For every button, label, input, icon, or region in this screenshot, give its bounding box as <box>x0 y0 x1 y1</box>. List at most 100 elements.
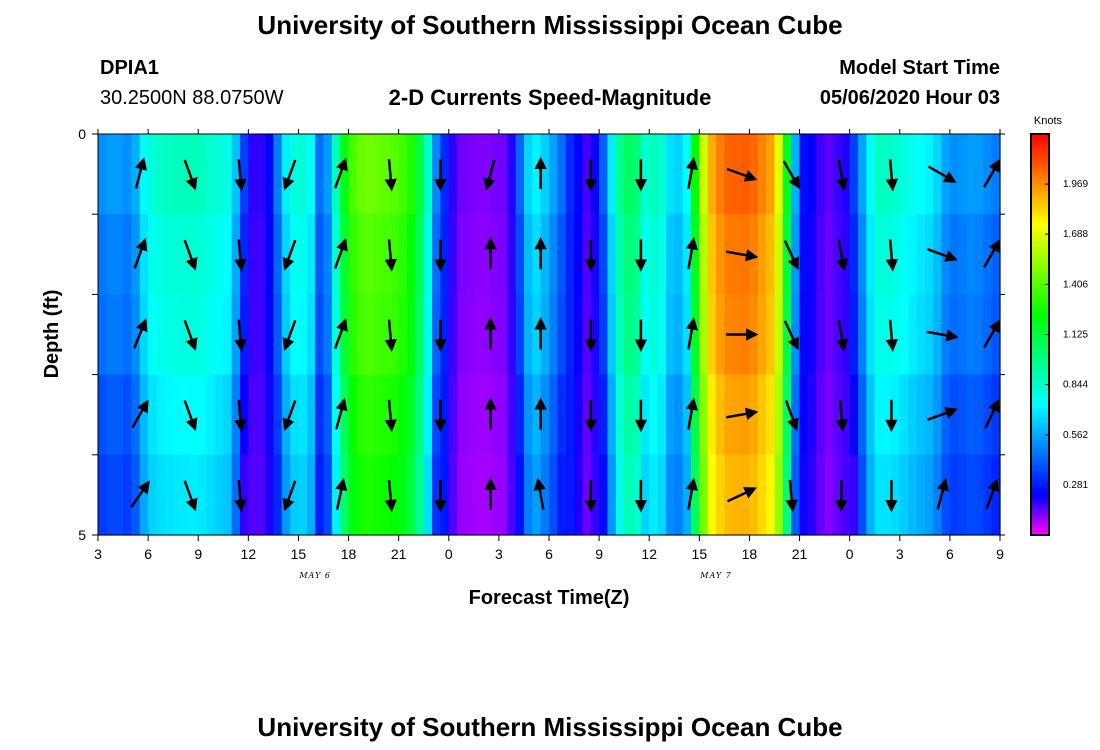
colorbar-segment <box>1031 314 1049 319</box>
colorbar-segment <box>1031 220 1049 225</box>
current-arrow <box>983 319 1001 349</box>
heatmap-cell <box>757 294 767 376</box>
colorbar-segment <box>1031 177 1049 182</box>
colorbar-segment <box>1031 367 1049 372</box>
current-arrow <box>685 397 699 430</box>
heatmap-cell <box>490 214 500 295</box>
heatmap-cell <box>607 214 617 295</box>
heatmap-cell <box>415 294 425 376</box>
heatmap-cell <box>181 214 191 295</box>
current-arrow <box>333 237 348 269</box>
heatmap-cell <box>866 454 876 536</box>
heatmap-cell <box>114 454 124 536</box>
heatmap-cell <box>331 214 341 295</box>
heatmap-cell <box>123 374 133 456</box>
heatmap-cell <box>632 374 642 456</box>
heatmap-cell <box>665 214 675 295</box>
current-arrow <box>282 319 297 351</box>
colorbar-segment <box>1031 494 1049 499</box>
heatmap-cell <box>398 294 408 376</box>
heatmap-cell <box>131 214 141 295</box>
heatmap-cell <box>231 454 241 536</box>
heatmap-cell <box>582 214 592 295</box>
station-location: 30.2500N 88.0750W <box>100 87 284 109</box>
colorbar-segment <box>1031 244 1049 249</box>
colorbar-segment <box>1031 514 1049 519</box>
heatmap-cell <box>181 454 191 536</box>
heatmap-cell <box>515 294 525 376</box>
current-arrow <box>885 159 899 192</box>
current-arrow <box>183 319 198 351</box>
colorbar-segment <box>1031 374 1049 379</box>
heatmap-cell <box>883 134 893 215</box>
heatmap-cell <box>908 294 918 376</box>
colorbar-segment <box>1031 150 1049 155</box>
heatmap-cell <box>356 214 366 295</box>
heatmap-cell <box>131 454 141 536</box>
colorbar-segment <box>1031 167 1049 172</box>
heatmap-cell <box>273 214 283 295</box>
model-start-value: 05/06/2020 Hour 03 <box>819 87 1000 109</box>
colorbar-segment <box>1031 140 1049 145</box>
heatmap-cell <box>540 294 550 376</box>
heatmap-cell <box>189 454 199 536</box>
heatmap-cell <box>173 134 183 215</box>
heatmap-cell <box>498 294 508 376</box>
heatmap-cell <box>432 294 442 376</box>
heatmap-cell <box>348 294 358 376</box>
heatmap-cell <box>615 214 625 295</box>
heatmap-cell <box>164 214 174 295</box>
heatmap-cell <box>298 454 308 536</box>
heatmap-cell <box>381 294 391 376</box>
current-arrow <box>783 320 799 351</box>
current-arrow <box>926 329 959 342</box>
heatmap-cell <box>423 134 433 215</box>
heatmap-cell <box>198 294 208 376</box>
heatmap-cell <box>866 374 876 456</box>
heatmap-cell <box>966 294 976 376</box>
heatmap-cell <box>899 294 909 376</box>
colorbar-segment <box>1031 394 1049 399</box>
heatmap-cell <box>198 374 208 456</box>
heatmap-cell <box>665 134 675 215</box>
heatmap-cell <box>924 134 934 215</box>
heatmap-cell <box>690 214 700 295</box>
current-arrow <box>726 167 758 182</box>
heatmap-cell <box>223 134 233 215</box>
heatmap-cell <box>256 374 266 456</box>
footer-title: University of Southern Mississippi Ocean… <box>257 712 843 742</box>
heatmap-cell <box>173 374 183 456</box>
colorbar-segment <box>1031 481 1049 486</box>
heatmap-cell <box>599 454 609 536</box>
colorbar-segment <box>1031 217 1049 222</box>
heatmap-cell <box>148 294 158 376</box>
heatmap-cell <box>849 134 859 215</box>
heatmap-cell <box>523 214 533 295</box>
heatmap-cell <box>924 294 934 376</box>
speed-heatmap <box>98 134 1001 536</box>
heatmap-cell <box>766 294 776 376</box>
heatmap-cell <box>206 374 216 456</box>
heatmap-cell <box>766 454 776 536</box>
heatmap-cell <box>340 214 350 295</box>
heatmap-cell <box>540 454 550 536</box>
heatmap-cell <box>515 214 525 295</box>
heatmap-cell <box>949 214 959 295</box>
heatmap-cell <box>198 454 208 536</box>
heatmap-cell <box>239 374 249 456</box>
x-axis-title: Forecast Time(Z) <box>469 587 630 609</box>
heatmap-cell <box>440 214 450 295</box>
colorbar-segment <box>1031 464 1049 469</box>
colorbar-segment <box>1031 397 1049 402</box>
colorbar-segment <box>1031 190 1049 195</box>
colorbar-segment <box>1031 371 1049 376</box>
heatmap-cell <box>582 294 592 376</box>
heatmap-cell <box>632 294 642 376</box>
colorbar-segment <box>1031 421 1049 426</box>
colorbar-segment <box>1031 354 1049 359</box>
heatmap-cell <box>657 214 667 295</box>
heatmap-cell <box>315 134 325 215</box>
heatmap-cell <box>983 214 993 295</box>
current-arrow <box>282 480 297 512</box>
